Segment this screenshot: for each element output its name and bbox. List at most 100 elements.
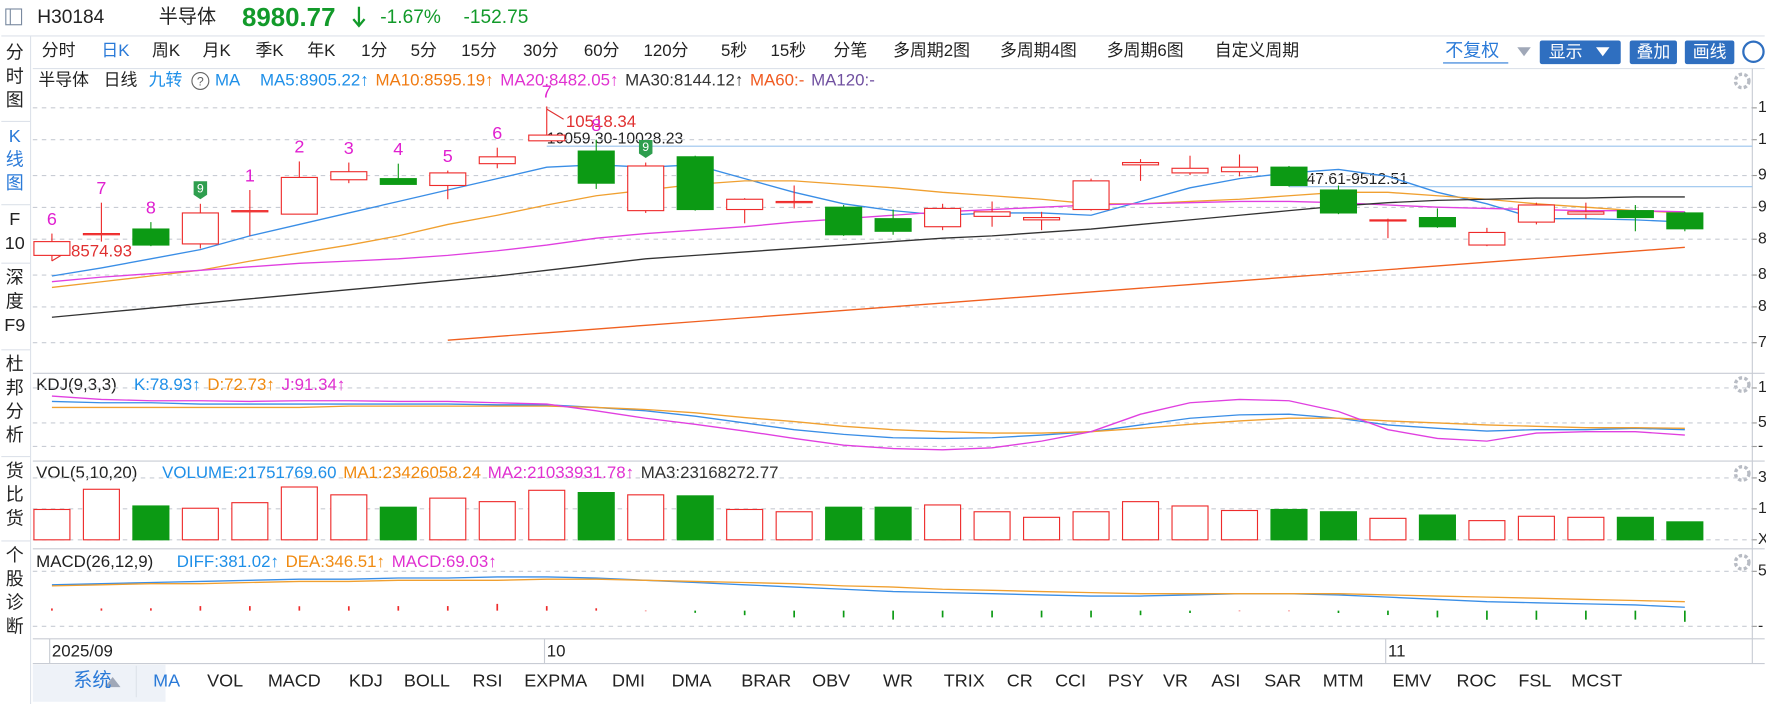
toolbar-button[interactable]: 显示 bbox=[1549, 42, 1583, 61]
volume-bar bbox=[1121, 501, 1160, 541]
side-tab-char[interactable]: 货 bbox=[6, 508, 24, 528]
period-tab[interactable]: 年K bbox=[307, 41, 336, 60]
indicator-tab[interactable]: VOL bbox=[207, 670, 243, 690]
candle-body bbox=[924, 207, 962, 228]
indicator-tab[interactable]: FSL bbox=[1518, 670, 1551, 690]
period-tab[interactable]: 分笔 bbox=[834, 41, 868, 60]
y-tick-label: 9 bbox=[1758, 167, 1766, 184]
side-tab-char[interactable]: F9 bbox=[4, 315, 25, 335]
indicator-tab[interactable]: BRAR bbox=[741, 670, 791, 690]
side-tab-char[interactable]: 货 bbox=[6, 461, 24, 481]
side-tab-char[interactable]: 线 bbox=[6, 150, 24, 170]
volume-bar bbox=[1517, 515, 1555, 541]
side-tab-char[interactable]: 图 bbox=[6, 90, 24, 110]
stock-code: H30184 bbox=[37, 7, 104, 28]
indicator-tab[interactable]: TRIX bbox=[944, 670, 985, 690]
indicator-tab[interactable]: BOLL bbox=[404, 670, 450, 690]
period-tab[interactable]: 5分 bbox=[411, 41, 437, 60]
indicator-tab[interactable]: MTM bbox=[1323, 670, 1364, 690]
indicator-tab[interactable]: OBV bbox=[812, 670, 850, 690]
indicator-tab[interactable]: MCST bbox=[1571, 670, 1622, 690]
settings-icon[interactable] bbox=[1733, 72, 1751, 90]
volume-bar bbox=[924, 504, 962, 541]
period-tab[interactable]: 多周期6图 bbox=[1107, 41, 1184, 60]
candle-body bbox=[577, 150, 615, 184]
volume-bar bbox=[577, 492, 615, 541]
period-tab[interactable]: 1分 bbox=[361, 41, 387, 60]
period-tab[interactable]: 自定义周期 bbox=[1215, 41, 1299, 60]
side-tab-char[interactable]: 析 bbox=[6, 425, 24, 445]
side-tab-char[interactable]: 图 bbox=[6, 173, 24, 193]
indicator-tab[interactable]: KDJ bbox=[349, 670, 383, 690]
side-tab-char[interactable]: 分 bbox=[6, 401, 24, 421]
refresh-icon[interactable] bbox=[1742, 40, 1765, 63]
period-tab[interactable]: 30分 bbox=[523, 41, 559, 60]
period-tab[interactable]: 15分 bbox=[461, 41, 497, 60]
period-tab[interactable]: 季K bbox=[255, 41, 284, 60]
period-tab[interactable]: 5秒 bbox=[721, 41, 747, 60]
settings-icon[interactable] bbox=[1733, 465, 1751, 482]
side-tab-char[interactable]: 个 bbox=[6, 545, 24, 565]
side-tab-char[interactable]: 10 bbox=[5, 233, 25, 253]
change: -152.75 bbox=[464, 7, 529, 28]
indicator-tab[interactable]: DMI bbox=[612, 670, 645, 690]
indicator-tab[interactable]: CCI bbox=[1055, 670, 1086, 690]
adjust-select[interactable]: 不复权 bbox=[1445, 40, 1499, 60]
side-tab-char[interactable]: 杜 bbox=[6, 354, 24, 374]
side-tab-char[interactable]: 深 bbox=[6, 268, 24, 288]
indicator-tab[interactable]: SAR bbox=[1264, 670, 1301, 690]
button-bg[interactable] bbox=[1629, 40, 1677, 65]
indicator-tab[interactable]: PSY bbox=[1108, 670, 1144, 690]
candle-body bbox=[1319, 189, 1358, 214]
volume-bar bbox=[231, 502, 269, 541]
button-bg[interactable] bbox=[1684, 40, 1735, 65]
indicator-tab[interactable]: DMA bbox=[672, 670, 712, 690]
indicator-tab[interactable]: RSI bbox=[473, 670, 503, 690]
indicator-tab[interactable]: EXPMA bbox=[524, 670, 587, 690]
side-tab-char[interactable]: 邦 bbox=[6, 378, 24, 398]
period-tab[interactable]: 日K bbox=[101, 41, 130, 60]
side-tab-char[interactable]: 比 bbox=[6, 485, 24, 505]
period-tab[interactable]: 分时 bbox=[42, 41, 76, 60]
tab-group[interactable]: 系统 bbox=[73, 670, 111, 692]
indicator-tab[interactable]: ASI bbox=[1211, 670, 1240, 690]
period-tab[interactable]: 15秒 bbox=[771, 41, 807, 60]
side-tab-char[interactable]: 诊 bbox=[6, 593, 24, 613]
period-tab[interactable]: 60分 bbox=[584, 41, 620, 60]
indicator-tab[interactable]: MACD bbox=[268, 670, 321, 690]
side-tab-char[interactable]: 分 bbox=[6, 43, 24, 63]
side-tab-char[interactable]: 度 bbox=[6, 291, 24, 311]
period-tab[interactable]: 月K bbox=[203, 41, 232, 60]
settings-icon[interactable] bbox=[1733, 376, 1751, 394]
period-tab[interactable]: 120分 bbox=[643, 41, 688, 60]
tab-arrow[interactable] bbox=[104, 677, 121, 688]
window-icon[interactable] bbox=[5, 8, 23, 26]
toolbar-button[interactable]: 画线 bbox=[1693, 42, 1727, 61]
indicator-tab[interactable]: CR bbox=[1007, 670, 1033, 690]
side-tab-char[interactable]: 时 bbox=[6, 66, 24, 86]
settings-icon[interactable] bbox=[1733, 553, 1751, 571]
help-icon[interactable] bbox=[191, 71, 210, 90]
candle-body bbox=[379, 178, 417, 185]
period-tab[interactable]: 多周期2图 bbox=[893, 41, 970, 60]
indicator-tab[interactable]: ROC bbox=[1457, 670, 1497, 690]
legend-nine[interactable]: 九转 bbox=[149, 70, 183, 89]
toolbar-button[interactable]: 叠加 bbox=[1636, 42, 1670, 61]
button-bg[interactable] bbox=[1539, 40, 1621, 65]
period-tab[interactable]: 多周期4图 bbox=[1000, 41, 1077, 60]
side-tab-char[interactable]: 股 bbox=[6, 569, 24, 589]
indicator-tab[interactable]: WR bbox=[883, 670, 913, 690]
period-tab[interactable]: 周K bbox=[152, 41, 181, 60]
volume-bar bbox=[1418, 514, 1456, 541]
candle-body bbox=[1567, 211, 1605, 215]
side-tab-char[interactable]: 断 bbox=[6, 616, 24, 636]
side-tab-char[interactable]: K bbox=[9, 126, 21, 146]
nine-count: 3 bbox=[344, 138, 354, 158]
side-tab-char[interactable]: F bbox=[9, 209, 20, 229]
y-tick-label: 9 bbox=[1758, 199, 1766, 216]
indicator-tab[interactable]: MA bbox=[153, 670, 180, 690]
indicator-tab[interactable]: EMV bbox=[1392, 670, 1431, 690]
volume-bar bbox=[1616, 516, 1654, 541]
indicator-tab[interactable]: VR bbox=[1163, 670, 1188, 690]
indicator-line bbox=[51, 578, 1685, 603]
